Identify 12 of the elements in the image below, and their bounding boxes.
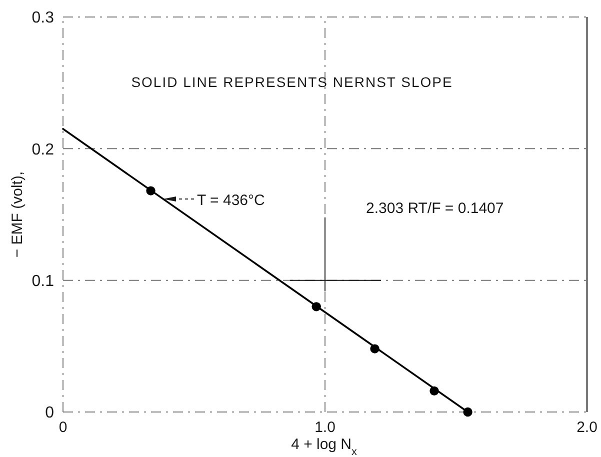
y-tick-label: 0.3 [32, 10, 54, 27]
y-tick-label: 0.2 [32, 141, 54, 158]
annotation: SOLID LINE REPRESENTS NERNST SLOPE [131, 74, 453, 90]
y-tick-label: 0.1 [32, 272, 54, 290]
x-tick-label: 0 [58, 419, 68, 436]
y-axis-title: − EMF (volt), [9, 171, 26, 258]
x-tick-label: 1.0 [314, 419, 336, 436]
x-tick-label: 2.0 [576, 419, 598, 436]
annotation: 2.303 RT/F = 0.1407 [366, 200, 504, 217]
y-tick-label: 0 [45, 404, 54, 422]
annotation: T = 436°C [197, 192, 266, 209]
x-axis-title: 4 + log N$_{x}$ [291, 436, 358, 457]
